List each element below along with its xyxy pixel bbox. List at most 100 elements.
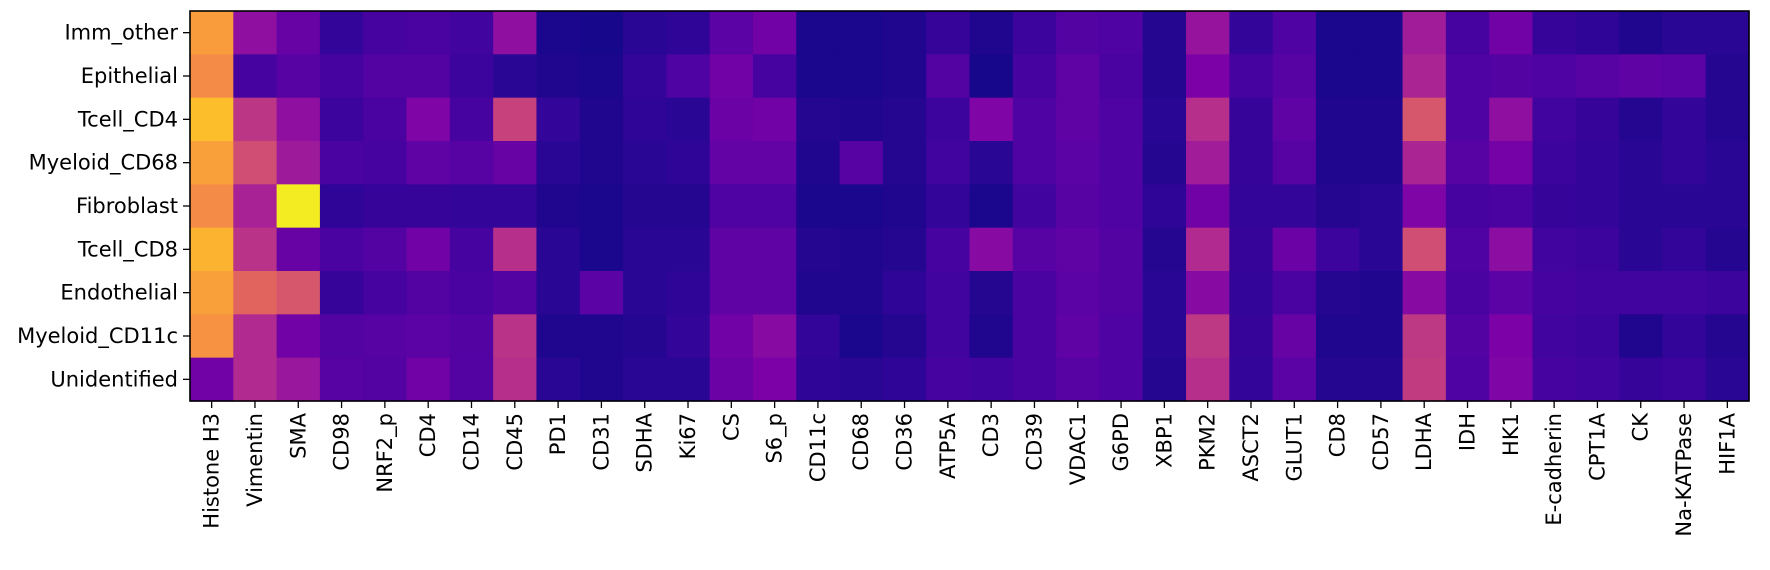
heatmap-cell	[1662, 357, 1707, 402]
heatmap-cell	[1012, 184, 1057, 229]
heatmap-cell	[1575, 97, 1620, 142]
heatmap-cell	[666, 314, 711, 359]
heatmap-cell	[449, 314, 494, 359]
heatmap-cell	[1532, 11, 1577, 55]
heatmap-cell	[926, 11, 971, 55]
heatmap-cell	[536, 97, 581, 142]
heatmap-cell	[623, 141, 667, 185]
heatmap-cell	[882, 184, 927, 229]
heatmap-cell	[1229, 97, 1274, 142]
x-tick-label: S6_p	[763, 413, 788, 464]
x-tick-label: CS	[719, 413, 743, 441]
y-tick-label: Myeloid_CD68	[29, 151, 178, 176]
heatmap-cell	[1142, 97, 1187, 142]
x-tick-label: E-cadherin	[1542, 413, 1566, 526]
heatmap-cell	[1359, 141, 1404, 185]
heatmap-cell	[536, 141, 581, 185]
heatmap-cell	[709, 11, 754, 55]
x-tick-label: Ki67	[676, 413, 700, 459]
heatmap-cell	[1705, 271, 1750, 315]
heatmap-cell	[1272, 54, 1317, 99]
heatmap-cell	[1705, 227, 1750, 272]
x-tick-label: Histone H3	[200, 413, 224, 529]
heatmap-cell	[1315, 227, 1360, 272]
x-tick-label: CD98	[330, 413, 354, 471]
heatmap-cell	[1142, 141, 1187, 185]
heatmap-cell	[796, 227, 841, 272]
heatmap-cell	[1662, 314, 1707, 359]
x-tick-label: CD68	[849, 413, 873, 471]
heatmap-cell	[1489, 227, 1534, 272]
heatmap-cell	[1099, 54, 1144, 99]
x-tick-label: IDH	[1456, 413, 1480, 451]
heatmap-cell	[752, 184, 797, 229]
heatmap-cell	[406, 184, 451, 229]
heatmap-cell	[363, 357, 408, 402]
heatmap-cell	[969, 141, 1014, 185]
heatmap-cell	[1402, 97, 1447, 142]
y-tick-label: Imm_other	[64, 21, 178, 46]
heatmap-cell	[1099, 271, 1144, 315]
heatmap-cell	[1099, 357, 1144, 402]
heatmap-cell	[882, 357, 927, 402]
heatmap-cell	[1315, 54, 1360, 99]
heatmap-cell	[709, 184, 754, 229]
heatmap-cell	[536, 11, 581, 55]
heatmap-cell	[1489, 184, 1534, 229]
heatmap-cell	[1186, 11, 1230, 55]
x-tick-label: CD8	[1326, 413, 1350, 457]
heatmap-cell	[623, 97, 667, 142]
heatmap-cell	[406, 97, 451, 142]
heatmap-cell	[276, 314, 321, 359]
heatmap-cell	[363, 184, 408, 229]
heatmap-cell	[1012, 357, 1057, 402]
heatmap-cell	[666, 271, 711, 315]
heatmap-cell	[1489, 271, 1534, 315]
heatmap-cell	[1315, 141, 1360, 185]
heatmap-cell	[449, 54, 494, 99]
heatmap-cell	[1532, 141, 1577, 185]
heatmap-cell	[1186, 97, 1230, 142]
heatmap-cell	[1272, 314, 1317, 359]
y-axis: Imm_other Epithelial Tcell_CD4 Myeloid_CD68…	[17, 21, 190, 391]
heatmap-cell	[190, 11, 234, 55]
heatmap-cell	[1229, 54, 1274, 99]
heatmap-cell	[233, 54, 278, 99]
heatmap-cell	[1056, 184, 1101, 229]
heatmap-cell	[1445, 11, 1490, 55]
heatmap-cell	[1662, 97, 1707, 142]
heatmap-cell	[493, 184, 538, 229]
heatmap-cell	[449, 141, 494, 185]
heatmap-cell	[1272, 357, 1317, 402]
heatmap-cell	[1186, 227, 1230, 272]
heatmap-cell	[1012, 11, 1057, 55]
heatmap-cell	[969, 271, 1014, 315]
heatmap-cell	[1012, 54, 1057, 99]
heatmap-cell	[752, 271, 797, 315]
heatmap-cell	[1662, 11, 1707, 55]
heatmap-cell	[1142, 184, 1187, 229]
heatmap-cell	[1056, 314, 1101, 359]
heatmap-cell	[1012, 227, 1057, 272]
heatmap-cell	[1012, 271, 1057, 315]
heatmap-cell	[449, 357, 494, 402]
heatmap-cell	[709, 357, 754, 402]
heatmap-cell	[1099, 141, 1144, 185]
heatmap-cell	[1619, 54, 1663, 99]
heatmap-cell	[1705, 54, 1750, 99]
heatmap-cell	[969, 11, 1014, 55]
heatmap-cell	[233, 11, 278, 55]
heatmap-cell	[796, 271, 841, 315]
heatmap-cell	[190, 314, 234, 359]
heatmap-cell	[1099, 314, 1144, 359]
heatmap-cell	[1705, 11, 1750, 55]
heatmap-cell	[233, 357, 278, 402]
heatmap-cell	[406, 227, 451, 272]
heatmap-cell	[276, 97, 321, 142]
heatmap-cell	[319, 97, 364, 142]
heatmap-cell	[1575, 184, 1620, 229]
heatmap-cell	[1575, 141, 1620, 185]
heatmap-cell	[1445, 184, 1490, 229]
heatmap-cell	[406, 54, 451, 99]
heatmap-cell	[406, 314, 451, 359]
